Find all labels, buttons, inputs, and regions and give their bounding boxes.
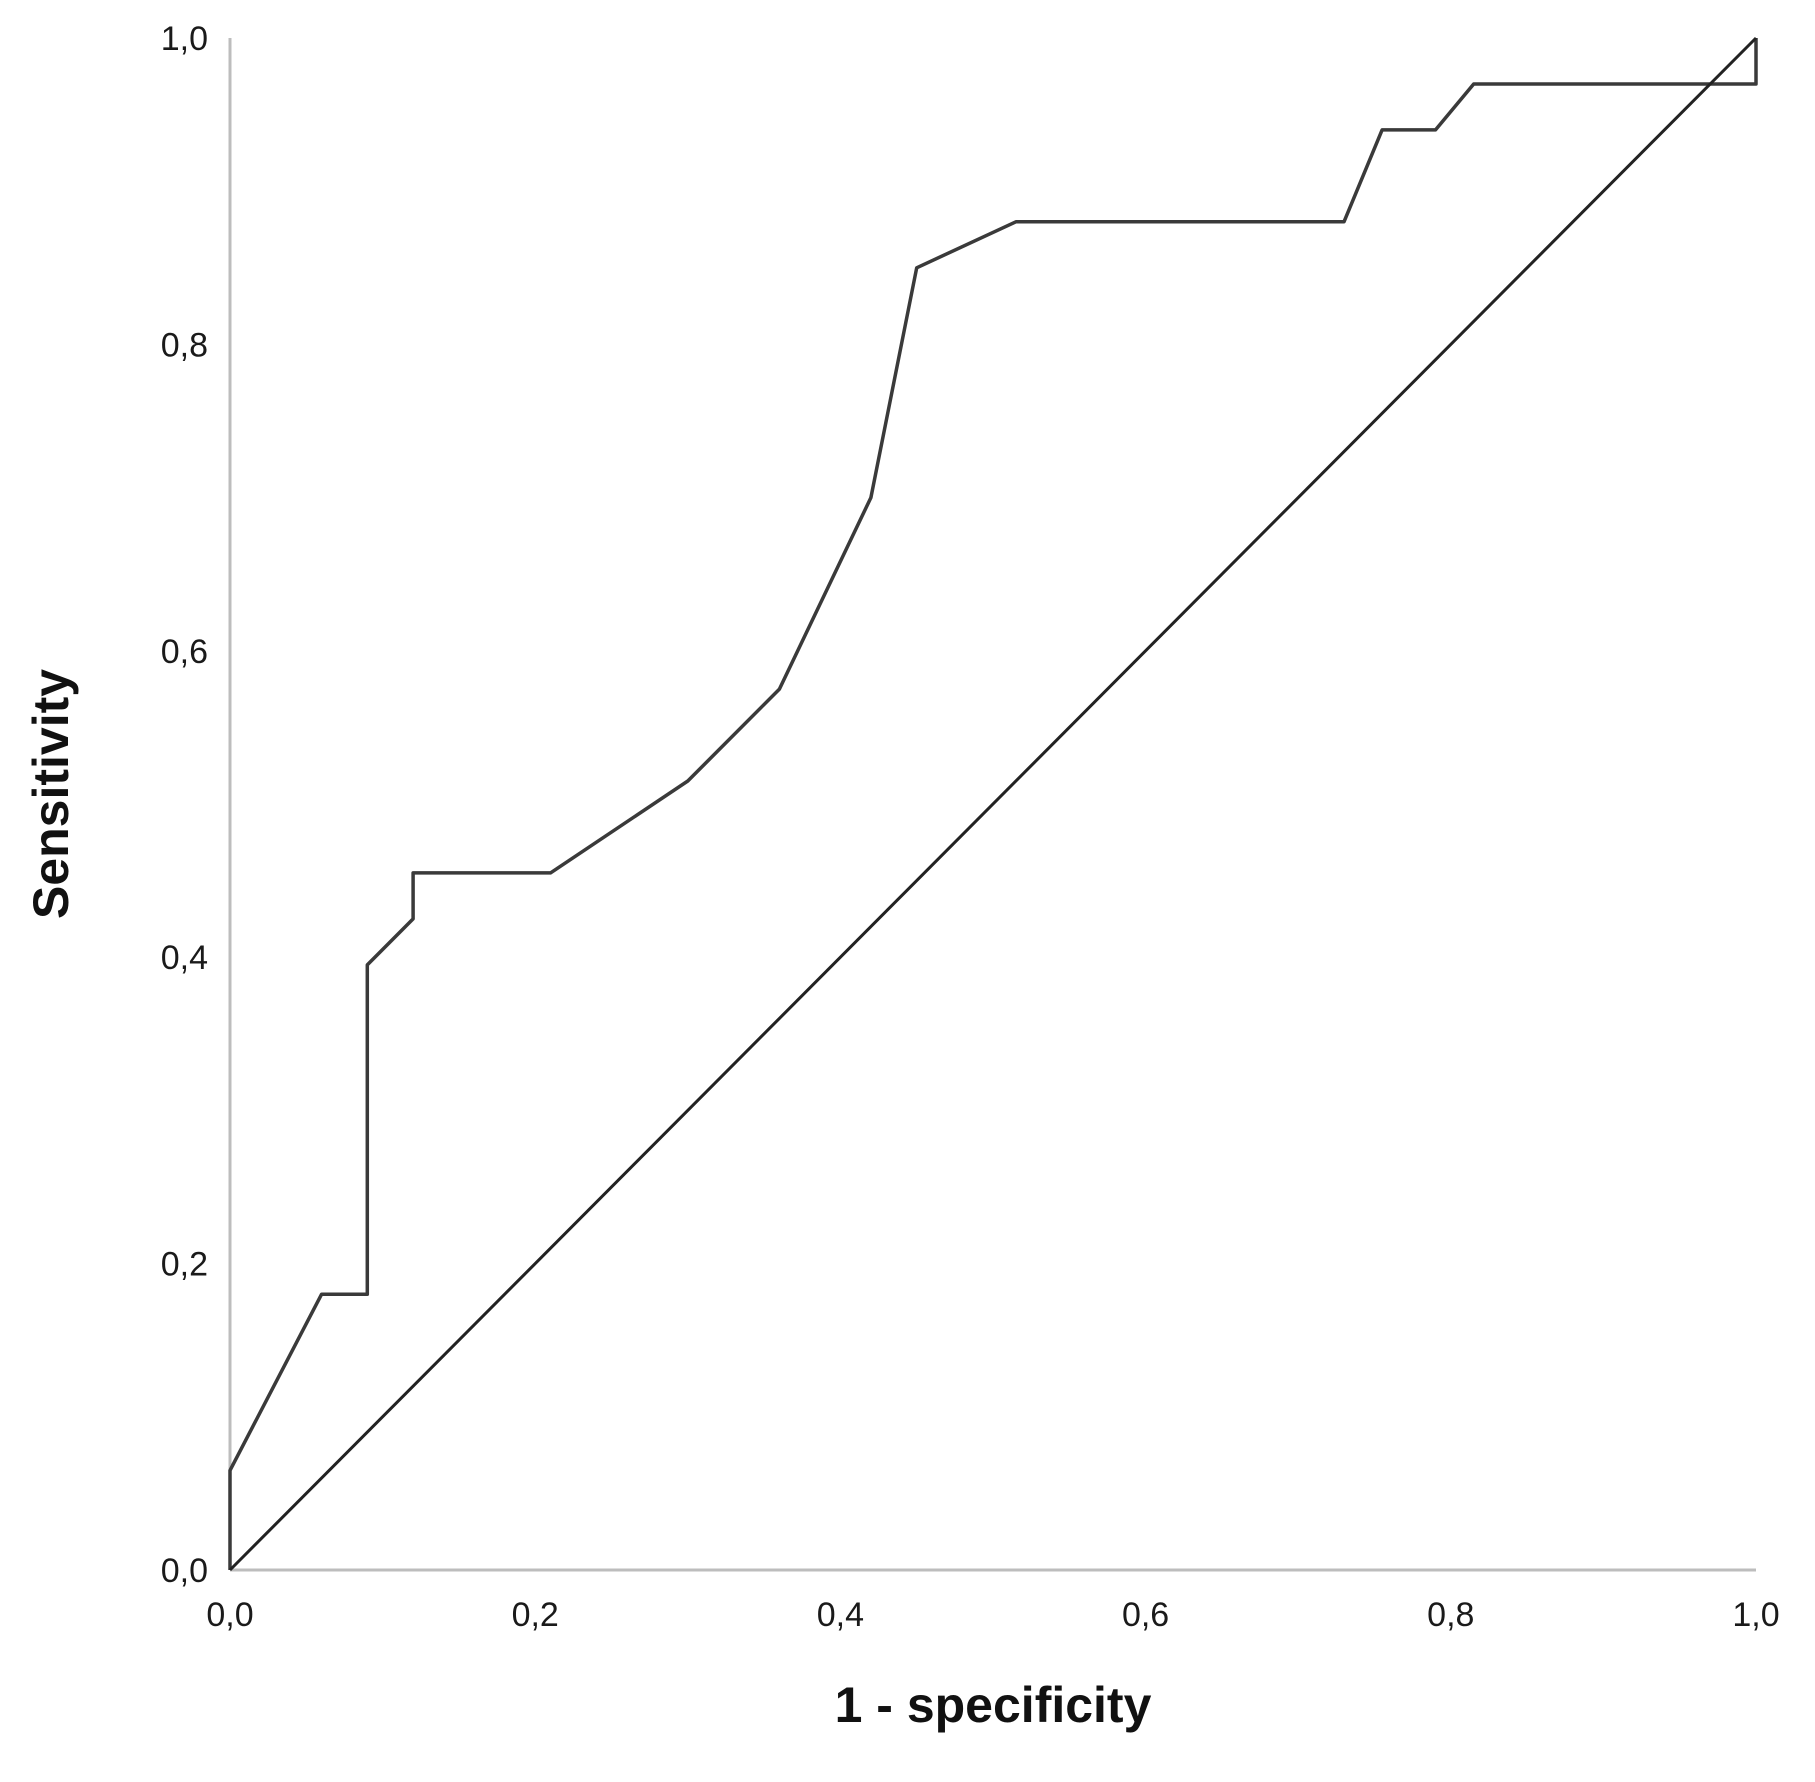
- x-tick-label: 0,8: [1427, 1596, 1474, 1634]
- x-tick-labels: 0,0 0,2 0,4 0,6 0,8 1,0: [206, 1596, 1779, 1634]
- x-tick-label: 0,2: [512, 1596, 559, 1634]
- x-tick-label: 0,6: [1122, 1596, 1169, 1634]
- reference-diagonal-line: [228, 36, 1758, 1572]
- axes: [228, 38, 1756, 1572]
- y-tick-label: 0,6: [161, 633, 208, 671]
- x-tick-label: 0,0: [206, 1596, 253, 1634]
- x-axis-title: 1 - specificity: [835, 1677, 1152, 1733]
- x-tick-label: 1,0: [1732, 1596, 1779, 1634]
- y-tick-label: 0,4: [161, 939, 208, 977]
- y-tick-label: 0,2: [161, 1246, 208, 1284]
- y-axis-title: Sensitivity: [23, 669, 79, 919]
- y-tick-label: 0,8: [161, 326, 208, 364]
- series-layer: [228, 36, 1758, 1572]
- y-tick-labels: 0,0 0,2 0,4 0,6 0,8 1,0: [161, 20, 208, 1590]
- y-tick-label: 1,0: [161, 20, 208, 58]
- y-tick-label: 0,0: [161, 1552, 208, 1590]
- roc-curve: [228, 38, 1758, 1570]
- x-tick-label: 0,4: [817, 1596, 864, 1634]
